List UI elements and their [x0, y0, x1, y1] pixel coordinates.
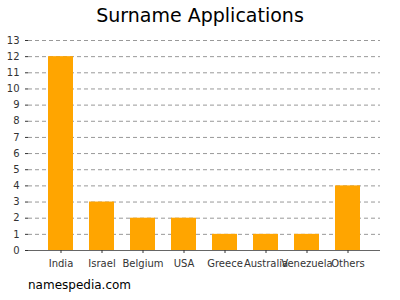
svg-text:Greece: Greece — [207, 258, 243, 269]
svg-text:Venezuela: Venezuela — [281, 258, 332, 269]
svg-text:8: 8 — [13, 115, 19, 126]
svg-text:Australia: Australia — [243, 257, 289, 269]
svg-text:5: 5 — [13, 164, 19, 175]
svg-text:13: 13 — [7, 35, 20, 46]
svg-text:USA: USA — [174, 258, 195, 269]
svg-text:12: 12 — [7, 51, 20, 62]
svg-text:2: 2 — [13, 212, 19, 223]
svg-text:3: 3 — [13, 196, 19, 207]
svg-text:Others: Others — [331, 258, 365, 269]
svg-text:6: 6 — [13, 148, 19, 159]
svg-text:10: 10 — [7, 83, 20, 94]
svg-text:4: 4 — [13, 180, 19, 191]
svg-text:9: 9 — [13, 99, 19, 110]
svg-text:1: 1 — [13, 229, 19, 240]
html-text:Surname Applications: Surname Applications — [96, 4, 304, 26]
svg-text:Belgium: Belgium — [123, 258, 164, 269]
svg-text:0: 0 — [13, 245, 19, 256]
svg-text:11: 11 — [7, 67, 20, 78]
svg-text:India: India — [49, 258, 74, 269]
html-text:namespedia.com: namespedia.com — [28, 278, 131, 292]
svg-text:7: 7 — [13, 132, 19, 143]
svg-text:Israel: Israel — [88, 258, 115, 269]
